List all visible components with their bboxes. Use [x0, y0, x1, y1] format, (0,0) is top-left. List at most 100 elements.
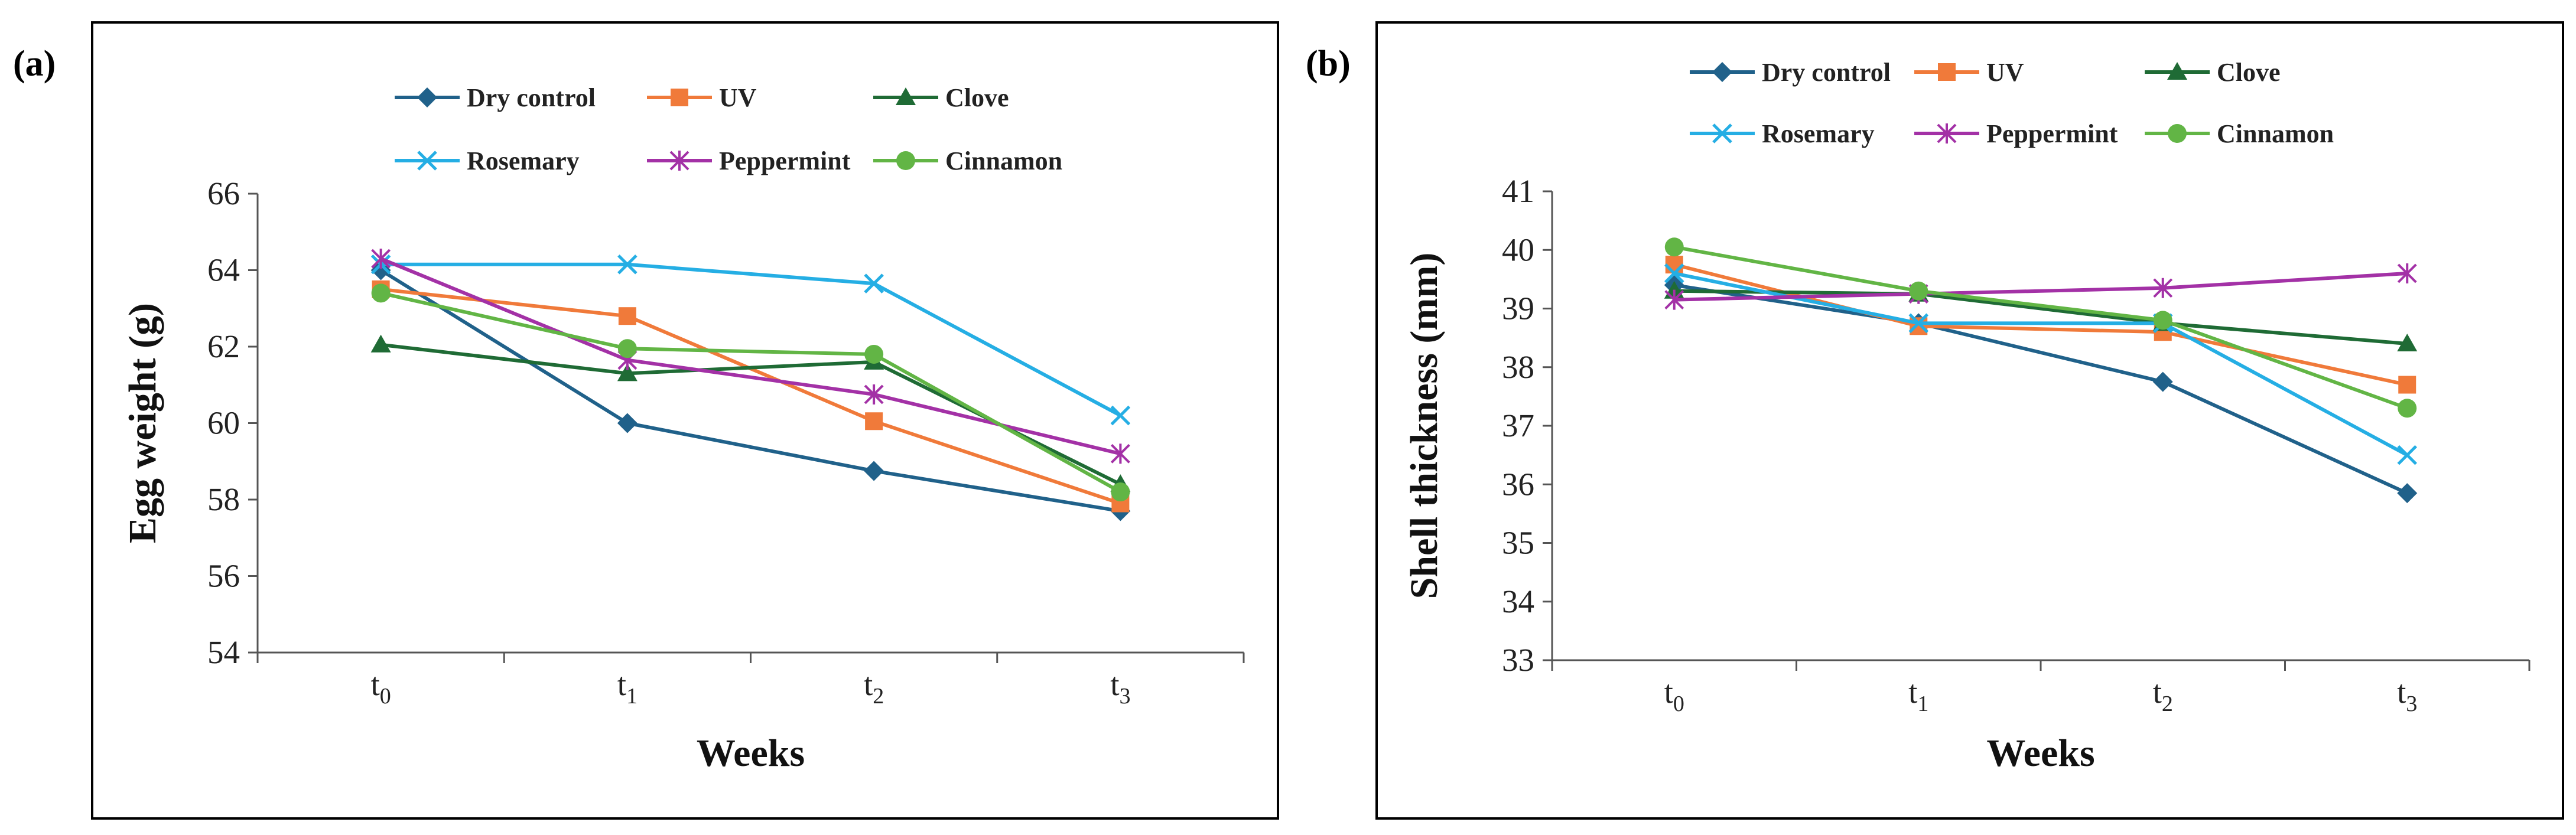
- x-tick-label: t0: [1664, 674, 1684, 716]
- circle-marker: [2168, 124, 2187, 143]
- x-marker-stroke: [2397, 445, 2418, 465]
- legend-entry: Rosemary: [395, 146, 580, 175]
- x-axis-title: Weeks: [1986, 732, 2094, 775]
- legend-swatch-marker: [896, 151, 915, 170]
- series-line: [1674, 283, 2408, 495]
- y-tick-label: 56: [207, 558, 240, 594]
- series-cinnamon: [1664, 237, 2417, 418]
- data-point: [865, 412, 883, 430]
- x-marker-stroke: [617, 255, 638, 275]
- y-tick-label: 64: [207, 252, 240, 288]
- legend-label: Dry control: [467, 83, 596, 112]
- circle-marker: [864, 344, 884, 364]
- legend-entry: Clove: [2145, 58, 2281, 87]
- x-marker-stroke: [1908, 313, 1929, 334]
- legend-swatch-marker: [1938, 63, 1956, 81]
- data-point: [1664, 289, 1684, 310]
- legend-swatch-marker: [1937, 123, 1957, 143]
- y-axis-title: Egg weight (g): [121, 303, 164, 543]
- y-tick-label: 60: [207, 405, 240, 441]
- data-point: [2397, 445, 2418, 465]
- y-axis-title: Shell thickness (mm): [1403, 253, 1446, 599]
- data-point: [1910, 317, 1928, 335]
- y-tick-label: 58: [207, 481, 240, 517]
- legend-entry: Dry control: [1690, 58, 1891, 87]
- series-line: [1674, 245, 2408, 410]
- y-tick-label: 35: [1502, 525, 1534, 561]
- series-line: [1674, 289, 2408, 346]
- data-point: [2397, 334, 2418, 352]
- panel-label: (b): [1306, 44, 1351, 84]
- data-point: [617, 363, 638, 381]
- legend-label: Dry control: [1762, 58, 1891, 87]
- legend-entry: Cinnamon: [873, 146, 1062, 175]
- triangle-marker: [896, 87, 916, 105]
- legend-entry: Cinnamon: [2145, 119, 2334, 148]
- legend-swatch-marker: [2168, 124, 2187, 143]
- legend-label: Clove: [945, 83, 1009, 112]
- square-marker: [1938, 63, 1956, 81]
- legend-label: Peppermint: [719, 146, 851, 175]
- legend-swatch-marker: [669, 151, 689, 171]
- x-marker-stroke: [1712, 123, 1732, 143]
- x-tick-label: t0: [370, 666, 391, 709]
- series-line: [380, 262, 1121, 418]
- diamond-marker: [617, 413, 638, 433]
- x-marker-stroke: [1664, 263, 1684, 283]
- square-marker: [1910, 317, 1928, 335]
- triangle-marker: [2167, 62, 2187, 80]
- legend-entry: Peppermint: [647, 146, 851, 175]
- diamond-marker: [1712, 62, 1732, 82]
- legend-label: Peppermint: [1986, 119, 2118, 148]
- series-line: [1674, 271, 2408, 302]
- data-point: [864, 344, 884, 364]
- x-tick-label: t2: [864, 666, 884, 709]
- data-point: [864, 384, 884, 405]
- legend-swatch-marker: [1712, 62, 1732, 82]
- data-point: [1111, 482, 1130, 502]
- legend-entry: UV: [1914, 58, 2024, 87]
- y-tick-label: 34: [1502, 583, 1534, 619]
- y-tick-label: 33: [1502, 642, 1534, 678]
- data-point: [617, 339, 637, 358]
- data-point: [617, 413, 638, 433]
- square-marker: [2398, 376, 2416, 394]
- diamond-marker: [417, 87, 437, 107]
- circle-marker: [896, 151, 915, 170]
- legend-label: Cinnamon: [2217, 119, 2334, 148]
- circle-marker: [2398, 399, 2417, 418]
- y-tick-label: 66: [207, 175, 240, 211]
- legend-label: Rosemary: [1762, 119, 1875, 148]
- square-marker: [671, 89, 688, 106]
- legend-label: UV: [1986, 58, 2024, 87]
- panel-label: (a): [13, 44, 56, 84]
- y-tick-label: 39: [1502, 291, 1534, 327]
- legend-entry: Clove: [873, 83, 1009, 112]
- legend-swatch-marker: [2167, 62, 2187, 80]
- legend-entry: Peppermint: [1914, 119, 2118, 148]
- legend-entry: UV: [647, 83, 757, 112]
- legend-label: Cinnamon: [945, 146, 1062, 175]
- data-point: [1908, 313, 1929, 334]
- circle-marker: [1111, 482, 1130, 502]
- square-marker: [1665, 256, 1683, 274]
- legend-swatch-marker: [417, 151, 437, 171]
- data-point: [2153, 311, 2172, 330]
- y-tick-label: 62: [207, 328, 240, 364]
- legend-label: UV: [719, 83, 757, 112]
- x-marker-stroke: [417, 151, 437, 171]
- panel-frame: [91, 21, 1279, 820]
- legend-label: Rosemary: [467, 146, 580, 175]
- circle-marker: [617, 339, 637, 358]
- triangle-marker: [617, 363, 638, 381]
- square-marker: [618, 307, 636, 325]
- legend-swatch-marker: [896, 87, 916, 105]
- chart-panel-a: (a) 54 56 58 60 62 64 66 t0 t1 t2 t3 Weeks Egg weight…: [13, 21, 1279, 820]
- legend-entry: Rosemary: [1690, 119, 1875, 148]
- data-point: [1664, 237, 1684, 257]
- x-tick-label: t2: [2153, 674, 2173, 716]
- panel-frame: [1375, 21, 2564, 820]
- y-tick-label: 36: [1502, 466, 1534, 502]
- x-tick-label: t1: [1908, 674, 1928, 716]
- diamond-marker: [864, 461, 884, 481]
